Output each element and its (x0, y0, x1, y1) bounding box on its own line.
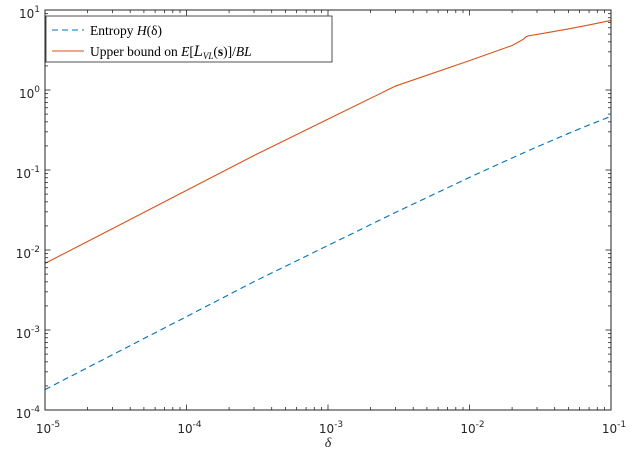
tick-layer (44, 9, 612, 411)
legend-box (45, 15, 333, 63)
legend-label-entropy: Entropy H(δ) (90, 23, 162, 38)
y-tick-label: 10-3 (16, 325, 40, 341)
y-tick-label: 101 (19, 5, 40, 21)
y-tick-label: 100 (19, 85, 40, 101)
x-tick-label: 10-2 (460, 420, 484, 436)
y-tick-label: 10-1 (16, 165, 40, 181)
x-tick-label: 10-4 (177, 420, 202, 436)
series-layer (44, 19, 612, 391)
series-line-1 (44, 19, 612, 264)
y-tick-labels: 10-4 10-3 10-2 10-1 100 101 (16, 5, 41, 421)
x-tick-label: 10-5 (36, 420, 60, 436)
x-axis-label: δ (325, 436, 332, 451)
x-tick-labels: 10-5 10-4 10-3 10-2 10-1 (36, 420, 626, 436)
legend: Entropy H(δ) Upper bound on E[LVL(s)]/BL (45, 15, 333, 63)
y-tick-label: 10-2 (16, 245, 40, 261)
series-line-0 (44, 115, 612, 391)
legend-label-upper-bound: Upper bound on E[LVL(s)]/BL (90, 44, 252, 61)
y-tick-label: 10-4 (16, 405, 41, 421)
plot-background (45, 10, 611, 410)
x-tick-label: 10-1 (602, 420, 626, 436)
x-tick-label: 10-3 (319, 420, 343, 436)
